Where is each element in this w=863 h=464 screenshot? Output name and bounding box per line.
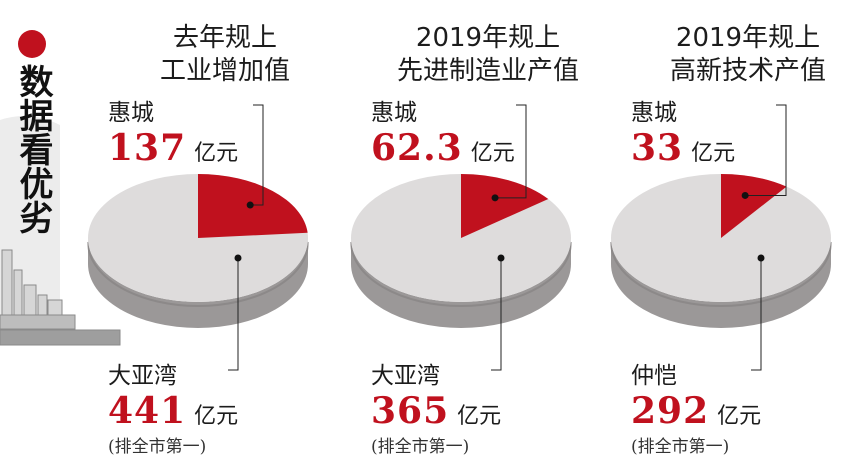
leader-line-small bbox=[250, 104, 264, 206]
slice-note: (排全市第一) bbox=[108, 437, 207, 457]
pie-side bbox=[88, 238, 308, 328]
chart-panel: 去年规上 工业增加值 惠城 137 亿元 大亚湾 441 亿元 (排全市第一) bbox=[87, 0, 360, 464]
slice-label: 惠城 33 亿元 bbox=[631, 93, 735, 169]
side-title: 数据看优劣 bbox=[13, 64, 53, 234]
slice-unit: 亿元 bbox=[470, 141, 515, 166]
pie-side-shade bbox=[350, 241, 572, 307]
slice-note: (排全市第一) bbox=[371, 437, 470, 457]
chart-title-line: 去年规上 bbox=[172, 23, 277, 53]
slice-value: 441 bbox=[108, 390, 187, 432]
pie-side bbox=[611, 238, 831, 328]
chart-title-line: 2019年规上 bbox=[675, 23, 821, 53]
leader-line-large bbox=[228, 258, 239, 371]
leader-dot-large bbox=[497, 254, 505, 262]
pie-side bbox=[351, 238, 571, 328]
chart-panel: 2019年规上 高新技术产值 惠城 33 亿元 仲恺 292 亿元 (排全市第一) bbox=[610, 0, 863, 464]
slice-name: 大亚湾 bbox=[371, 363, 440, 389]
slice-label: 惠城 137 亿元 bbox=[108, 93, 238, 169]
slice-name: 惠城 bbox=[631, 100, 677, 126]
chart-title: 去年规上 工业增加值 bbox=[90, 22, 360, 88]
slice-label: 仲恺 292 亿元 (排全市第一) bbox=[631, 356, 761, 457]
slice-name: 惠城 bbox=[108, 100, 154, 126]
leader-dot-large bbox=[234, 254, 242, 262]
slice-value: 292 bbox=[631, 390, 710, 432]
slice-value: 365 bbox=[371, 390, 450, 432]
slice-unit: 亿元 bbox=[194, 141, 239, 166]
chart-panel: 2019年规上 先进制造业产值 惠城 62.3 亿元 大亚湾 365 亿元 (排全市第一) bbox=[350, 0, 623, 464]
chart-title-line: 工业增加值 bbox=[159, 56, 290, 86]
slice-name: 仲恺 bbox=[631, 363, 677, 389]
pie-slice-small bbox=[721, 174, 787, 238]
chart-title-line: 先进制造业产值 bbox=[396, 56, 579, 86]
slice-name: 大亚湾 bbox=[108, 363, 177, 389]
leader-line-small bbox=[495, 104, 527, 199]
chart-title-line: 高新技术产值 bbox=[669, 56, 826, 86]
chart-title: 2019年规上 先进制造业产值 bbox=[353, 22, 623, 88]
slice-name: 惠城 bbox=[371, 100, 417, 126]
pie-chart bbox=[350, 104, 572, 371]
leader-dot-small bbox=[246, 201, 254, 209]
leader-line-large bbox=[491, 258, 502, 371]
slice-note: (排全市第一) bbox=[631, 437, 730, 457]
slice-unit: 亿元 bbox=[457, 404, 502, 429]
accent-dot bbox=[18, 30, 46, 58]
pie-side-shade bbox=[610, 241, 832, 307]
leader-dot-small bbox=[491, 194, 499, 202]
leader-line-small bbox=[745, 104, 787, 196]
slice-value: 33 bbox=[631, 127, 684, 169]
chart-title: 2019年规上 高新技术产值 bbox=[613, 22, 863, 88]
slice-value: 62.3 bbox=[371, 127, 463, 169]
slice-unit: 亿元 bbox=[194, 404, 239, 429]
pie-chart bbox=[87, 104, 309, 371]
leader-line-large bbox=[751, 258, 762, 371]
leader-dot-small bbox=[741, 191, 749, 199]
slice-unit: 亿元 bbox=[717, 404, 762, 429]
pie-side-shade bbox=[87, 241, 309, 307]
chart-title-line: 2019年规上 bbox=[415, 23, 561, 53]
leader-dot-large bbox=[757, 254, 765, 262]
slice-label: 惠城 62.3 亿元 bbox=[371, 93, 515, 169]
pie-chart bbox=[610, 104, 832, 371]
slice-unit: 亿元 bbox=[691, 141, 736, 166]
slice-label: 大亚湾 365 亿元 (排全市第一) bbox=[371, 356, 501, 457]
slice-value: 137 bbox=[108, 127, 187, 169]
slice-label: 大亚湾 441 亿元 (排全市第一) bbox=[108, 356, 238, 457]
